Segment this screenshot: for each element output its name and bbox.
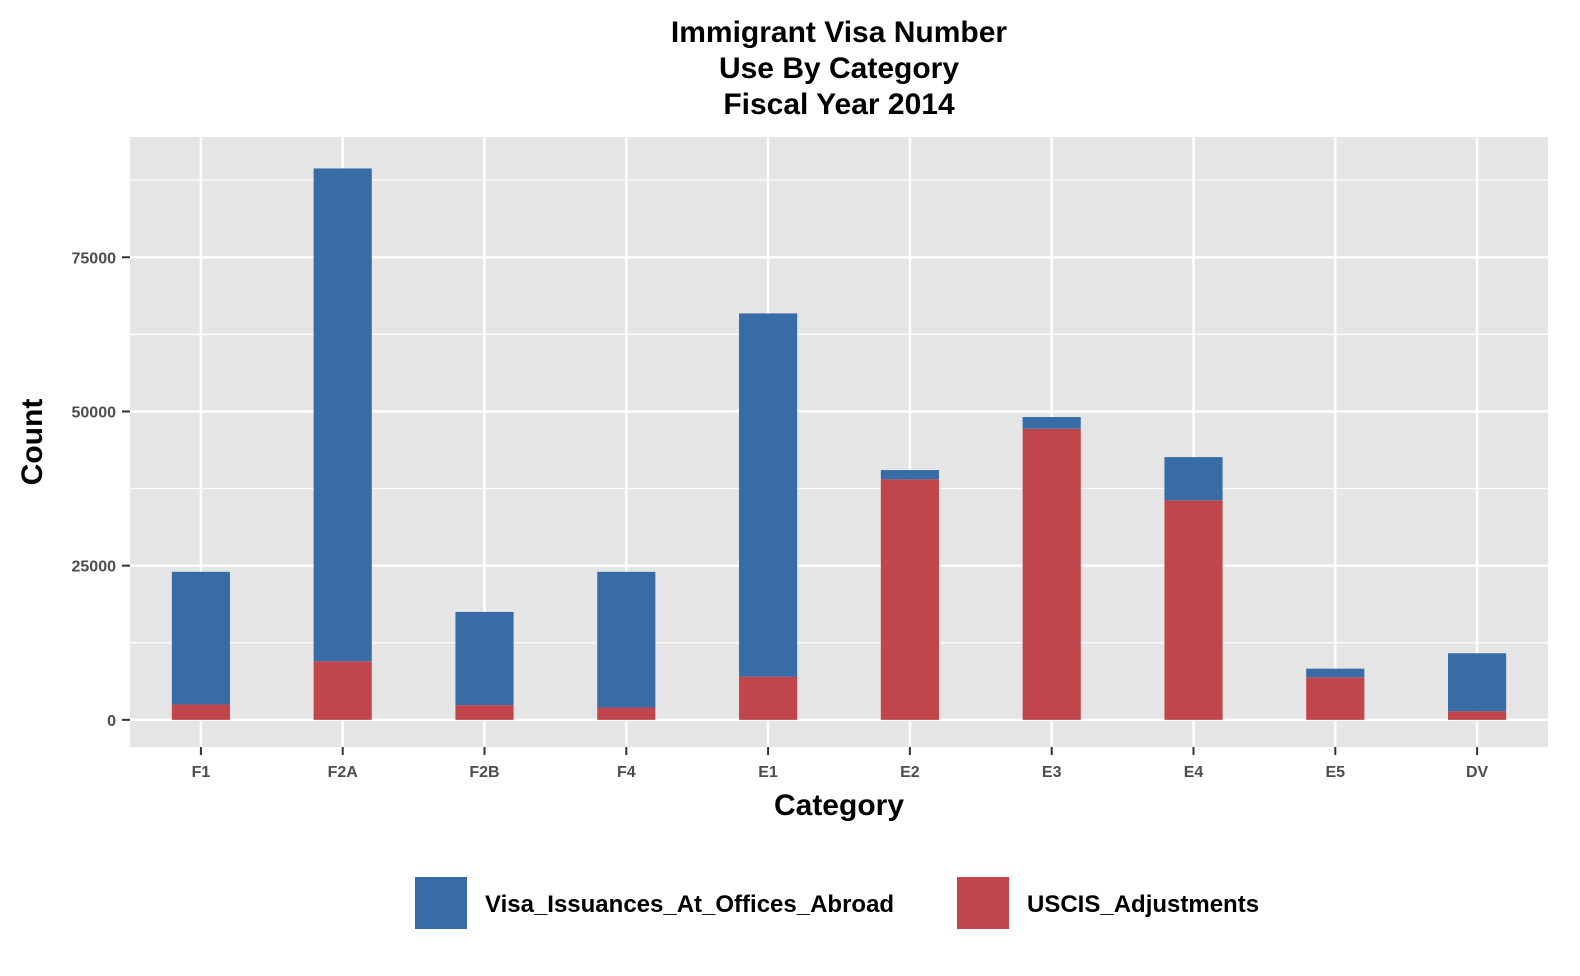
legend-key-visa-issuances (415, 877, 467, 929)
legend-label-visa-issuances: Visa_Issuances_At_Offices_Abroad (485, 891, 894, 918)
bar-uscis-adjustments-e3 (1022, 428, 1081, 720)
bar-uscis-adjustments-dv (1448, 711, 1507, 720)
bar-uscis-adjustments-f2b (455, 705, 514, 720)
x-tick-label-f1: F1 (192, 764, 211, 781)
bar-visa-issuances-f1 (171, 571, 230, 705)
y-tick-label: 0 (107, 713, 116, 730)
x-tick-label-e2: E2 (900, 764, 920, 781)
y-tick-label: 25000 (72, 559, 117, 576)
x-tick-label-dv: DV (1466, 764, 1489, 781)
x-axis: F1 F2A F2B F4 E1 E2 E3 E4 E5 DV (192, 747, 1489, 781)
y-axis-title: Count (16, 399, 49, 486)
x-tick-label-e4: E4 (1184, 764, 1204, 781)
bar-uscis-adjustments-f2a (313, 661, 372, 720)
x-tick-label-f2b: F2B (469, 764, 499, 781)
bar-uscis-adjustments-f1 (171, 704, 230, 720)
x-tick-label-f4: F4 (617, 764, 636, 781)
bars (171, 168, 1507, 720)
chart-title-line-1: Immigrant Visa Number (671, 16, 1008, 49)
bar-visa-issuances-e4 (1164, 457, 1223, 501)
legend-label-uscis-adjustments: USCIS_Adjustments (1027, 891, 1259, 918)
bar-visa-issuances-f4 (597, 571, 656, 708)
bar-uscis-adjustments-e4 (1164, 500, 1223, 720)
bar-visa-issuances-e5 (1306, 668, 1365, 678)
y-tick-label: 75000 (72, 250, 117, 267)
x-axis-title: Category (774, 789, 904, 822)
legend: Visa_Issuances_At_Offices_Abroad USCIS_A… (415, 877, 1259, 929)
x-tick-label-e1: E1 (758, 764, 778, 781)
bar-visa-issuances-f2a (313, 168, 372, 662)
x-tick-label-e3: E3 (1042, 764, 1062, 781)
bar-visa-issuances-dv (1448, 653, 1507, 712)
bar-uscis-adjustments-f4 (597, 707, 656, 720)
bar-visa-issuances-e1 (739, 313, 798, 677)
chart-title-line-2: Use By Category (719, 52, 959, 85)
chart-title-line-3: Fiscal Year 2014 (723, 88, 955, 121)
bar-visa-issuances-e2 (880, 470, 939, 480)
bar-uscis-adjustments-e5 (1306, 677, 1365, 720)
bar-uscis-adjustments-e2 (880, 479, 939, 720)
bar-uscis-adjustments-e1 (739, 676, 798, 720)
x-tick-label-f2a: F2A (328, 764, 359, 781)
bar-visa-issuances-e3 (1022, 417, 1081, 429)
y-tick-label: 50000 (72, 404, 117, 421)
x-tick-label-e5: E5 (1326, 764, 1346, 781)
y-axis: 0 25000 50000 75000 (72, 250, 130, 730)
bar-visa-issuances-f2b (455, 611, 514, 706)
legend-key-uscis-adjustments (957, 877, 1009, 929)
